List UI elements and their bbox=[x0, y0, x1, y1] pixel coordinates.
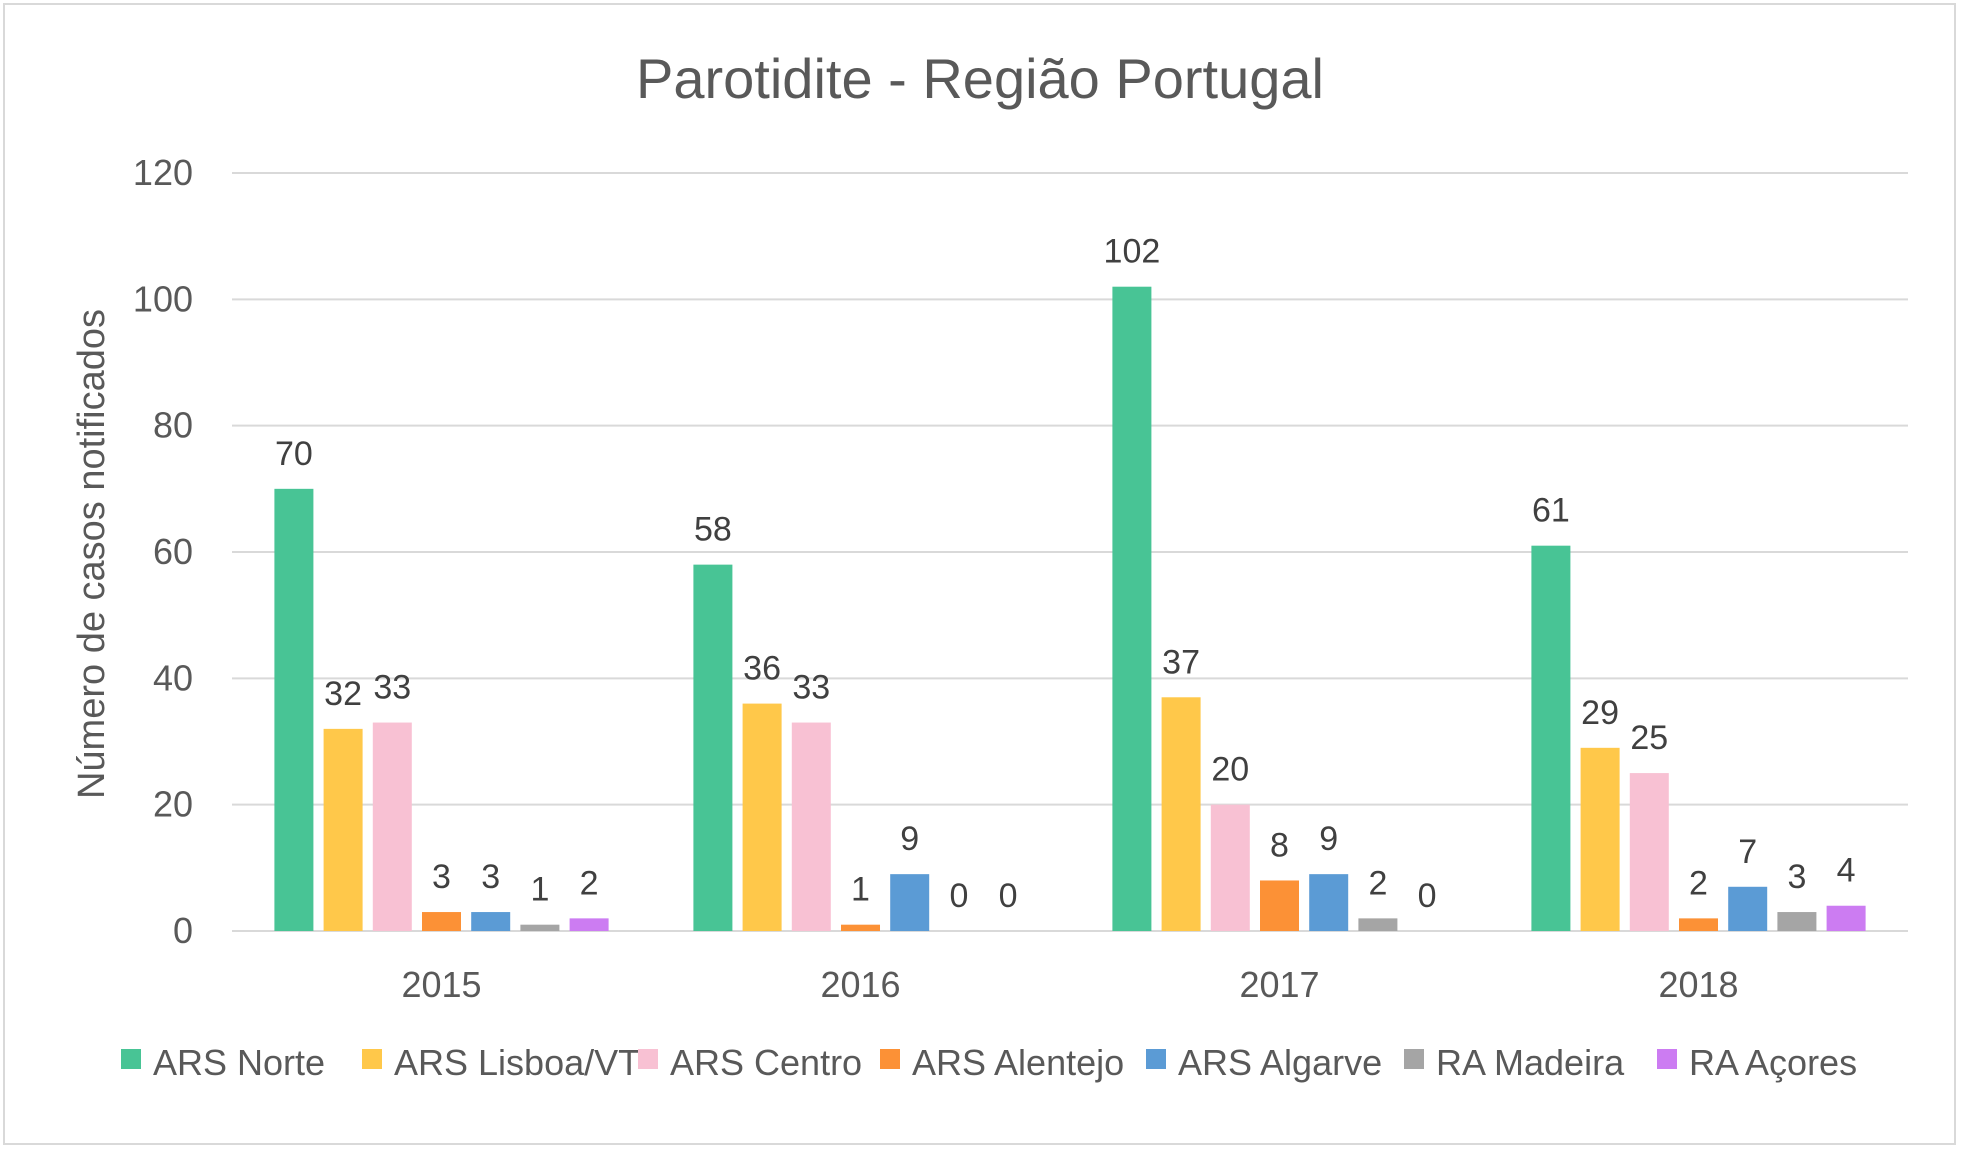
legend-label: ARS Lisboa/VT bbox=[394, 1042, 640, 1083]
data-label: 3 bbox=[432, 858, 451, 896]
data-label: 1 bbox=[851, 871, 870, 909]
legend-label: ARS Algarve bbox=[1178, 1042, 1382, 1083]
bar bbox=[1728, 886, 1768, 931]
bar bbox=[422, 912, 461, 931]
bar bbox=[1629, 773, 1669, 931]
bar bbox=[693, 564, 733, 931]
data-label: 4 bbox=[1837, 852, 1856, 890]
bars bbox=[274, 286, 1866, 931]
legend-swatch bbox=[1146, 1049, 1166, 1069]
bar bbox=[1777, 912, 1817, 931]
bar bbox=[791, 722, 831, 931]
data-label: 33 bbox=[373, 669, 411, 707]
y-tick-label: 100 bbox=[133, 278, 193, 319]
legend-label: ARS Centro bbox=[670, 1042, 862, 1083]
data-label: 70 bbox=[275, 435, 313, 473]
bar bbox=[841, 924, 880, 931]
data-label: 25 bbox=[1630, 719, 1668, 757]
bar bbox=[471, 912, 511, 931]
legend: ARS Norte ARS Lisboa/VT ARS Centro ARS Alen… bbox=[121, 1042, 1857, 1083]
data-label: 37 bbox=[1162, 643, 1200, 681]
data-label: 36 bbox=[743, 650, 781, 688]
chart-frame bbox=[3, 3, 1956, 1145]
bar bbox=[742, 703, 782, 931]
y-tick-label: 80 bbox=[153, 405, 193, 446]
bar bbox=[1260, 880, 1299, 931]
data-label: 2 bbox=[1689, 864, 1708, 902]
x-tick-label: 2016 bbox=[820, 964, 900, 1005]
bar bbox=[1679, 918, 1718, 931]
data-label: 2 bbox=[1368, 864, 1387, 902]
data-label: 58 bbox=[694, 511, 732, 549]
data-label: 32 bbox=[324, 675, 362, 713]
bar bbox=[274, 488, 314, 931]
data-label: 7 bbox=[1738, 833, 1757, 871]
data-label: 9 bbox=[900, 820, 919, 858]
data-label: 61 bbox=[1532, 492, 1570, 530]
data-label: 0 bbox=[949, 877, 968, 915]
x-tick-label: 2015 bbox=[401, 964, 481, 1005]
data-label: 33 bbox=[792, 669, 830, 707]
bar bbox=[520, 924, 560, 931]
data-label: 2 bbox=[580, 864, 599, 902]
data-label: 8 bbox=[1270, 826, 1289, 864]
y-tick-label: 120 bbox=[133, 152, 193, 193]
data-label: 3 bbox=[481, 858, 500, 896]
legend-swatch bbox=[638, 1049, 658, 1069]
legend-label: RA Madeira bbox=[1436, 1042, 1625, 1083]
data-label: 1 bbox=[530, 871, 549, 909]
bar bbox=[323, 728, 363, 931]
y-axis-ticks: 0 20 40 60 80 100 120 bbox=[133, 152, 193, 951]
bar bbox=[1531, 545, 1571, 931]
bar bbox=[569, 918, 609, 931]
data-label: 0 bbox=[999, 877, 1018, 915]
bar bbox=[1358, 918, 1398, 931]
legend-swatch bbox=[1657, 1049, 1677, 1069]
data-label: 9 bbox=[1319, 820, 1338, 858]
y-axis-title: Número de casos notificados bbox=[71, 309, 113, 799]
bar bbox=[1826, 905, 1866, 931]
data-label: 102 bbox=[1104, 233, 1161, 271]
x-tick-label: 2017 bbox=[1239, 964, 1319, 1005]
legend-label: RA Açores bbox=[1689, 1042, 1857, 1083]
y-tick-label: 40 bbox=[153, 657, 193, 698]
bar bbox=[372, 722, 412, 931]
y-tick-label: 60 bbox=[153, 531, 193, 572]
y-tick-label: 0 bbox=[173, 910, 193, 951]
bar bbox=[1309, 874, 1349, 931]
bar bbox=[1580, 747, 1620, 931]
legend-swatch bbox=[1404, 1049, 1424, 1069]
legend-label: ARS Norte bbox=[153, 1042, 325, 1083]
data-label: 0 bbox=[1418, 877, 1437, 915]
bar bbox=[1112, 286, 1152, 931]
legend-label: ARS Alentejo bbox=[912, 1042, 1124, 1083]
legend-swatch bbox=[121, 1049, 141, 1069]
chart-title: Parotidite - Região Portugal bbox=[636, 47, 1324, 110]
legend-swatch bbox=[880, 1049, 900, 1069]
data-label: 20 bbox=[1211, 751, 1249, 789]
data-label: 29 bbox=[1581, 694, 1619, 732]
bar bbox=[1161, 697, 1201, 931]
data-label: 3 bbox=[1787, 858, 1806, 896]
gridlines bbox=[232, 172, 1908, 932]
legend-swatch bbox=[362, 1049, 382, 1069]
y-tick-label: 20 bbox=[153, 784, 193, 825]
x-axis-ticks: 2015 2016 2017 2018 bbox=[401, 964, 1738, 1005]
bar bbox=[890, 874, 930, 931]
bar bbox=[1210, 804, 1250, 931]
x-tick-label: 2018 bbox=[1658, 964, 1738, 1005]
